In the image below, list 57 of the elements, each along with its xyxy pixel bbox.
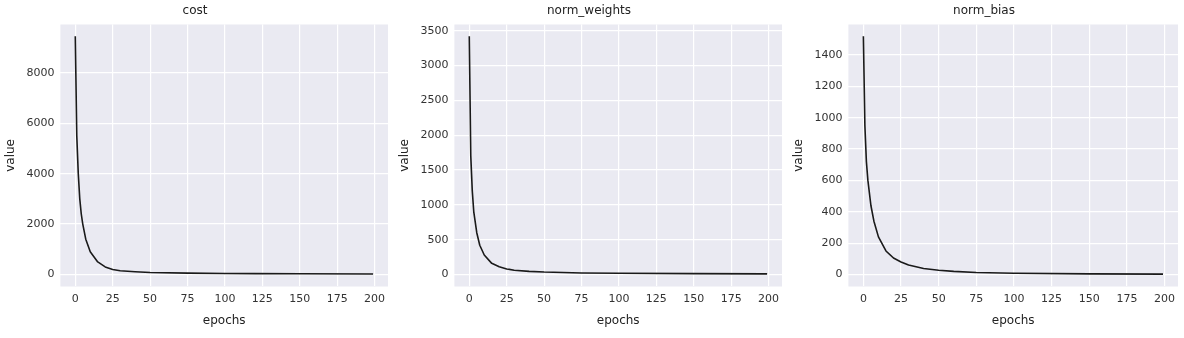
y-tick-label: 3000 <box>420 58 449 72</box>
x-tick-label: 175 <box>326 291 348 305</box>
y-tick-label: 200 <box>821 235 843 249</box>
x-tick-label: 75 <box>574 291 589 305</box>
chart-title: norm_weights <box>546 3 632 18</box>
y-tick-label: 0 <box>835 267 843 281</box>
x-tick-label: 75 <box>969 291 984 305</box>
chart-title: cost <box>182 3 208 18</box>
y-tick-label: 3500 <box>420 23 449 37</box>
x-tick-label: 50 <box>931 291 946 305</box>
x-tick-label: 200 <box>364 291 386 305</box>
y-tick-label: 0 <box>441 267 449 281</box>
x-tick-label: 25 <box>499 291 514 305</box>
y-tick-label: 1500 <box>420 162 449 176</box>
y-tick-label: 400 <box>821 204 843 218</box>
x-axis-title: epochs <box>991 312 1035 327</box>
y-tick-label: 8000 <box>26 65 55 79</box>
y-tick-label: 1000 <box>420 197 449 211</box>
x-tick-label: 0 <box>465 291 473 305</box>
x-tick-label: 125 <box>251 291 273 305</box>
x-tick-label: 125 <box>1041 291 1063 305</box>
y-tick-label: 500 <box>427 232 449 246</box>
x-tick-label: 100 <box>608 291 630 305</box>
y-tick-label: 2000 <box>26 216 55 230</box>
x-tick-label: 0 <box>71 291 79 305</box>
y-tick-label: 6000 <box>26 116 55 130</box>
x-tick-label: 50 <box>143 291 158 305</box>
y-tick-label: 4000 <box>26 166 55 180</box>
x-tick-label: 100 <box>1003 291 1025 305</box>
y-tick-label: 2000 <box>420 128 449 142</box>
x-tick-label: 25 <box>894 291 909 305</box>
x-tick-label: 50 <box>537 291 552 305</box>
x-tick-label: 150 <box>289 291 311 305</box>
y-tick-label: 1200 <box>814 79 843 93</box>
x-tick-label: 175 <box>1116 291 1138 305</box>
y-tick-label: 0 <box>47 267 55 281</box>
y-tick-label: 1000 <box>814 110 843 124</box>
x-tick-label: 200 <box>1154 291 1176 305</box>
x-tick-label: 75 <box>180 291 195 305</box>
y-tick-label: 1400 <box>814 47 843 61</box>
y-tick-label: 2500 <box>420 93 449 107</box>
y-tick-label: 600 <box>821 173 843 187</box>
x-tick-label: 0 <box>859 291 867 305</box>
x-tick-label: 150 <box>1078 291 1100 305</box>
x-tick-label: 125 <box>645 291 667 305</box>
x-axis-title: epochs <box>596 312 640 327</box>
y-axis-title: value <box>791 139 806 172</box>
x-tick-label: 100 <box>214 291 236 305</box>
y-axis-title: value <box>397 139 412 172</box>
y-tick-label: 800 <box>821 141 843 155</box>
x-tick-label: 175 <box>720 291 742 305</box>
x-tick-label: 150 <box>683 291 705 305</box>
y-axis-title: value <box>3 139 18 172</box>
chart-title: norm_bias <box>953 3 1015 18</box>
x-tick-label: 25 <box>105 291 120 305</box>
x-axis-title: epochs <box>202 312 246 327</box>
x-tick-label: 200 <box>758 291 780 305</box>
